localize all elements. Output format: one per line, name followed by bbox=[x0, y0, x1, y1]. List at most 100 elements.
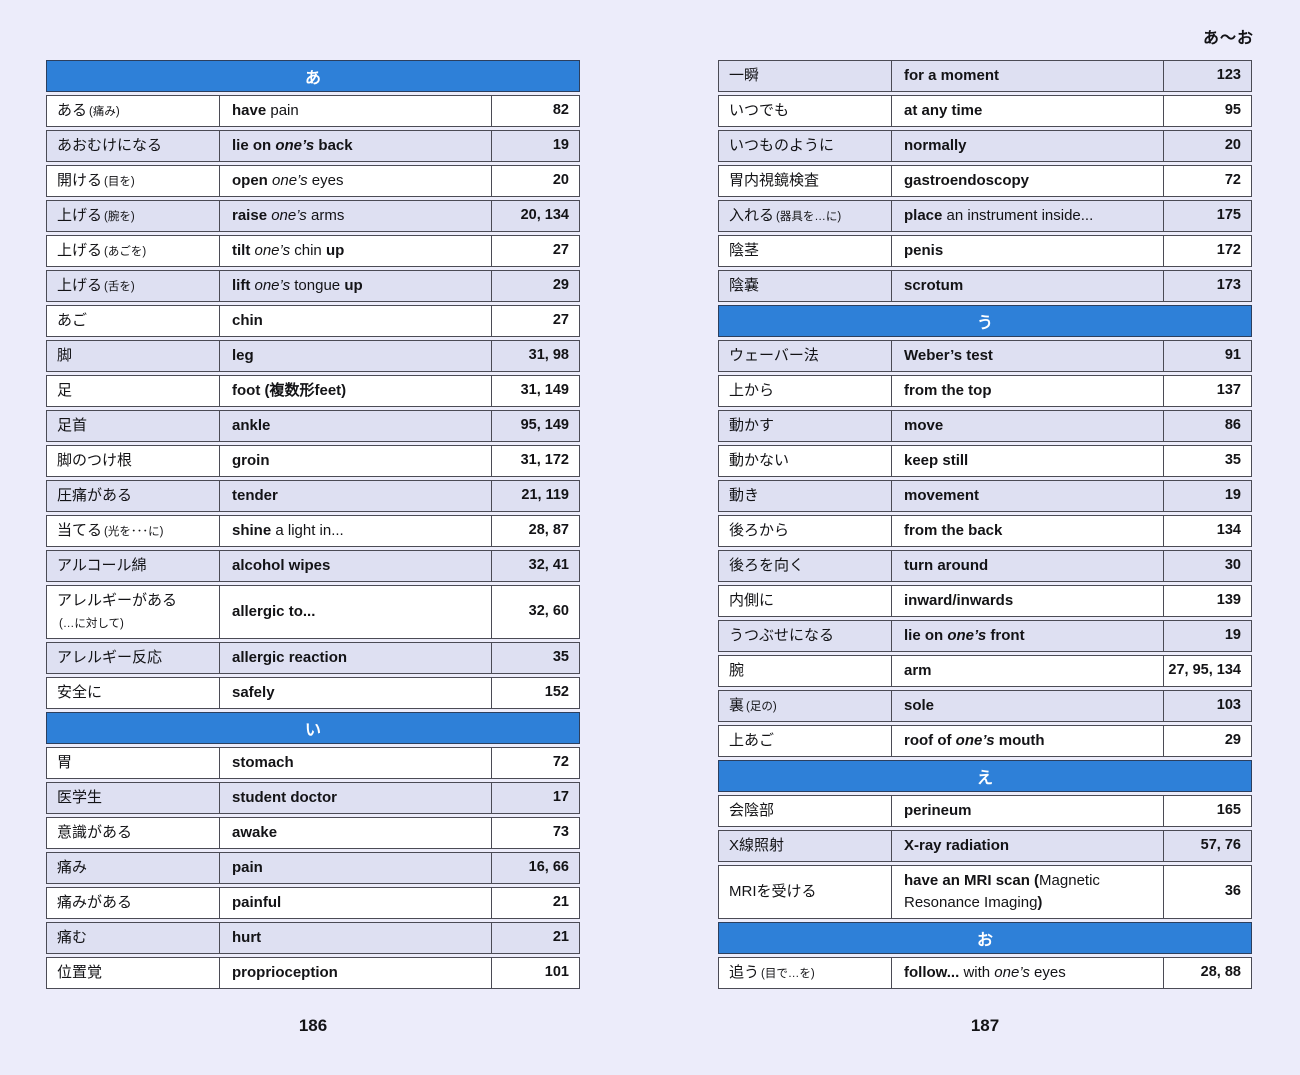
glossary-table-right: 一瞬 for a moment 123 いつでも at any time 95 いつものよう… bbox=[718, 60, 1252, 989]
term-japanese: 胃内視鏡検査 bbox=[729, 172, 820, 190]
glossary-row: 会陰部 perineum 165 bbox=[718, 795, 1252, 827]
term-english: normally bbox=[891, 131, 1163, 161]
glossary-row: 脚 leg 31, 98 bbox=[46, 340, 580, 372]
glossary-row: アレルギー反応 allergic reaction 35 bbox=[46, 641, 580, 674]
term-japanese: 位置覚 bbox=[57, 963, 103, 981]
term-english: follow... with one’s eyes bbox=[891, 957, 1163, 988]
term-english: move bbox=[891, 411, 1163, 441]
glossary-row: いつものように normally 20 bbox=[718, 130, 1252, 162]
term-english: allergic reaction bbox=[219, 642, 491, 673]
glossary-row: 上あご roof of one’s mouth 29 bbox=[718, 725, 1252, 757]
term-english: place an instrument inside... bbox=[891, 201, 1163, 231]
term-japanese: 上げる (舌を) bbox=[57, 277, 135, 295]
page-refs: 27, 95, 134 bbox=[1163, 656, 1251, 686]
term-japanese: MRIを受ける bbox=[729, 882, 817, 900]
term-japanese: 痛みがある bbox=[57, 893, 133, 911]
glossary-row: 後ろから from the back 134 bbox=[718, 515, 1252, 547]
term-english: scrotum bbox=[891, 271, 1163, 301]
term-japanese: 会陰部 bbox=[729, 802, 775, 820]
term-english: have pain bbox=[219, 96, 491, 126]
term-japanese: 陰嚢 bbox=[729, 277, 760, 295]
page-refs: 28, 87 bbox=[491, 516, 579, 546]
term-japanese: X線照射 bbox=[729, 837, 785, 855]
page-refs: 72 bbox=[1163, 166, 1251, 196]
glossary-row: 位置覚 proprioception 101 bbox=[46, 956, 580, 989]
term-japanese: 痛み bbox=[57, 858, 88, 876]
glossary-row: 医学生 student doctor 17 bbox=[46, 781, 580, 814]
page-refs: 28, 88 bbox=[1163, 957, 1251, 988]
glossary-table-left: あある (痛み) have pain 82 あおむけになる lie on one’s ba… bbox=[46, 60, 580, 989]
book-page-left: あある (痛み) have pain 82 あおむけになる lie on one’s ba… bbox=[46, 60, 580, 1036]
term-japanese: いつものように bbox=[729, 137, 835, 155]
glossary-row: 後ろを向く turn around 30 bbox=[718, 550, 1252, 582]
glossary-row: 入れる (器具を…に) place an instrument inside... 1… bbox=[718, 200, 1252, 232]
term-english: stomach bbox=[219, 747, 491, 778]
term-english: lie on one’s front bbox=[891, 621, 1163, 651]
page-refs: 73 bbox=[491, 817, 579, 848]
term-english: keep still bbox=[891, 446, 1163, 476]
term-english: lift one’s tongue up bbox=[219, 271, 491, 301]
glossary-row: 安全に safely 152 bbox=[46, 676, 580, 709]
section-header-band: う bbox=[718, 305, 1252, 337]
term-english: tender bbox=[219, 481, 491, 511]
glossary-row: 脚のつけ根 groin 31, 172 bbox=[46, 445, 580, 477]
glossary-row: 上げる (あごを) tilt one’s chin up 27 bbox=[46, 235, 580, 267]
glossary-row: 足 foot (複数形feet) 31, 149 bbox=[46, 375, 580, 407]
term-english: for a moment bbox=[891, 61, 1163, 91]
term-japanese: アルコール綿 bbox=[57, 557, 147, 575]
glossary-row: ウェーバー法 Weber’s test 91 bbox=[718, 340, 1252, 372]
term-english: leg bbox=[219, 341, 491, 371]
glossary-row: MRIを受ける have an MRI scan (Magnetic Resona… bbox=[718, 865, 1252, 919]
page-refs: 95, 149 bbox=[491, 411, 579, 441]
glossary-row: 動かない keep still 35 bbox=[718, 445, 1252, 477]
page-refs: 27 bbox=[491, 306, 579, 336]
page-refs: 165 bbox=[1163, 796, 1251, 826]
glossary-row: 追う (目で…を) follow... with one’s eyes 28, 88 bbox=[718, 956, 1252, 989]
term-english: X-ray radiation bbox=[891, 831, 1163, 861]
term-japanese: 入れる (器具を…に) bbox=[729, 207, 842, 225]
glossary-row: アルコール綿 alcohol wipes 32, 41 bbox=[46, 550, 580, 582]
section-header-band: あ bbox=[46, 60, 580, 92]
term-japanese: 安全に bbox=[57, 683, 103, 701]
term-english: raise one’s arms bbox=[219, 201, 491, 231]
glossary-row: 上から from the top 137 bbox=[718, 375, 1252, 407]
page-refs: 152 bbox=[491, 677, 579, 708]
glossary-row: 痛み pain 16, 66 bbox=[46, 851, 580, 884]
term-english: groin bbox=[219, 446, 491, 476]
page-refs: 20 bbox=[491, 166, 579, 196]
section-header-band: お bbox=[718, 921, 1252, 954]
glossary-row: 上げる (腕を) raise one’s arms 20, 134 bbox=[46, 200, 580, 232]
glossary-row: 陰茎 penis 172 bbox=[718, 235, 1252, 267]
glossary-row: 足首 ankle 95, 149 bbox=[46, 410, 580, 442]
page-refs: 21 bbox=[491, 887, 579, 918]
term-japanese: 足 bbox=[57, 382, 73, 400]
page-refs: 19 bbox=[491, 131, 579, 161]
glossary-row: 上げる (舌を) lift one’s tongue up 29 bbox=[46, 270, 580, 302]
glossary-row: あおむけになる lie on one’s back 19 bbox=[46, 130, 580, 162]
term-japanese: 上げる (あごを) bbox=[57, 242, 147, 260]
page-refs: 32, 41 bbox=[491, 551, 579, 581]
term-english: tilt one’s chin up bbox=[219, 236, 491, 266]
term-english: from the back bbox=[891, 516, 1163, 546]
glossary-row: 裏 (足の) sole 103 bbox=[718, 690, 1252, 722]
term-japanese: 追う (目で…を) bbox=[729, 963, 815, 981]
page-refs: 31, 149 bbox=[491, 376, 579, 406]
page-refs: 31, 172 bbox=[491, 446, 579, 476]
page-refs: 36 bbox=[1163, 866, 1251, 918]
glossary-row: いつでも at any time 95 bbox=[718, 95, 1252, 127]
term-english: penis bbox=[891, 236, 1163, 266]
glossary-row: 動かす move 86 bbox=[718, 410, 1252, 442]
page-refs: 175 bbox=[1163, 201, 1251, 231]
page-refs: 29 bbox=[1163, 726, 1251, 756]
glossary-row: 腕 arm 27, 95, 134 bbox=[718, 655, 1252, 687]
page-number-left: 186 bbox=[298, 1015, 328, 1035]
term-english: have an MRI scan (Magnetic Resonance Ima… bbox=[891, 866, 1163, 918]
term-japanese: ある (痛み) bbox=[57, 102, 120, 120]
term-english: arm bbox=[891, 656, 1163, 686]
page-refs: 95 bbox=[1163, 96, 1251, 126]
term-japanese: 上げる (腕を) bbox=[57, 207, 135, 225]
term-english: at any time bbox=[891, 96, 1163, 126]
term-japanese: 当てる (光を･･･に) bbox=[57, 522, 164, 540]
page-refs: 101 bbox=[491, 957, 579, 988]
glossary-row: 圧痛がある tender 21, 119 bbox=[46, 480, 580, 512]
